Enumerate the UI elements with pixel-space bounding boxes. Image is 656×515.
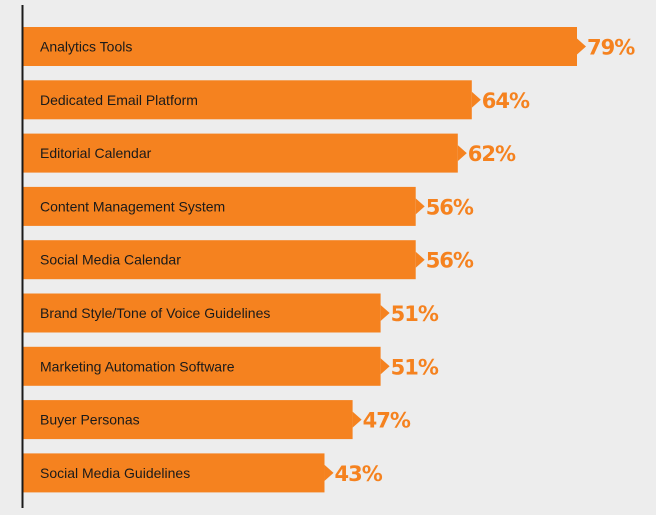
- value-label-3: 62%: [468, 142, 516, 166]
- category-label-4: Content Management System: [40, 198, 225, 214]
- category-label-1: Analytics Tools: [40, 39, 132, 55]
- category-label-8: Buyer Personas: [40, 412, 140, 428]
- category-label-5: Social Media Calendar: [40, 252, 181, 268]
- category-label-9: Social Media Guidelines: [40, 465, 190, 481]
- bar-3: [23, 133, 458, 173]
- bars-group: Analytics Tools 79% Dedicated Email Platfo…: [23, 27, 636, 493]
- value-label-2: 64%: [482, 89, 530, 113]
- bar-9: [23, 453, 325, 493]
- value-label-6: 51%: [391, 302, 439, 326]
- bar-tip-7: [380, 358, 390, 375]
- bar-4: [23, 186, 416, 226]
- bar-tip-1: [577, 38, 586, 55]
- bar-tip-9: [324, 464, 334, 481]
- bar-tip-6: [380, 305, 390, 321]
- bar-tip-2: [471, 91, 481, 108]
- bar-tip-4: [415, 198, 425, 215]
- bar-7: [23, 346, 381, 386]
- category-label-6: Brand Style/Tone of Voice Guidelines: [40, 305, 270, 321]
- bar-6: [23, 293, 381, 333]
- value-label-1: 79%: [587, 36, 635, 60]
- category-label-2: Dedicated Email Platform: [40, 92, 198, 108]
- category-label-3: Editorial Calendar: [40, 145, 152, 161]
- category-label-7: Marketing Automation Software: [40, 358, 235, 374]
- bar-8: [23, 400, 353, 440]
- value-label-8: 47%: [363, 409, 411, 433]
- value-label-9: 43%: [335, 462, 383, 486]
- bar-1: [23, 27, 577, 66]
- bar-tip-3: [457, 145, 467, 162]
- bar-tip-8: [352, 411, 362, 428]
- value-label-4: 56%: [426, 195, 474, 219]
- value-label-5: 56%: [426, 249, 474, 273]
- bar-tip-5: [415, 251, 425, 268]
- bar-5: [23, 240, 416, 280]
- bar-2: [23, 80, 472, 120]
- value-label-7: 51%: [391, 355, 439, 379]
